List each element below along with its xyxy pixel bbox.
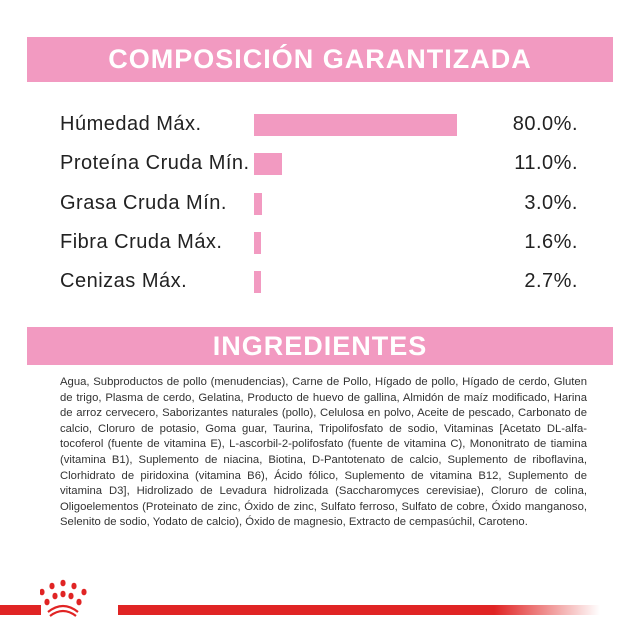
- row-value: 80.0%.: [512, 113, 578, 135]
- row-label: Húmedad Máx.: [60, 113, 202, 135]
- row-value: 2.7%.: [524, 270, 578, 292]
- composition-row: Proteína Cruda Mín. 11.0%.: [0, 149, 640, 179]
- row-value: 11.0%.: [514, 152, 578, 174]
- composition-row: Fibra Cruda Máx. 1.6%.: [0, 228, 640, 258]
- row-value: 3.0%.: [524, 192, 578, 214]
- composition-row: Cenizas Máx. 2.7%.: [0, 267, 640, 297]
- footer-line-right: [118, 605, 600, 615]
- composition-row: Húmedad Máx. 80.0%.: [0, 110, 640, 140]
- row-label: Proteína Cruda Mín.: [60, 152, 250, 174]
- royal-canin-crown-icon: [40, 579, 87, 617]
- composition-header: COMPOSICIÓN GARANTIZADA: [27, 37, 613, 82]
- row-bar: [254, 193, 262, 215]
- row-value: 1.6%.: [524, 231, 578, 253]
- row-label: Cenizas Máx.: [60, 270, 188, 292]
- ingredients-text: Agua, Subproductos de pollo (menudencias…: [60, 376, 587, 529]
- row-label: Fibra Cruda Máx.: [60, 231, 223, 253]
- row-bar: [254, 153, 282, 175]
- footer-line-left: [0, 605, 41, 615]
- row-bar: [254, 232, 261, 254]
- row-bar: [254, 271, 261, 293]
- row-label: Grasa Cruda Mín.: [60, 192, 227, 214]
- row-bar: [254, 114, 458, 136]
- composition-row: Grasa Cruda Mín. 3.0%.: [0, 189, 640, 219]
- ingredients-header: INGREDIENTES: [27, 327, 613, 365]
